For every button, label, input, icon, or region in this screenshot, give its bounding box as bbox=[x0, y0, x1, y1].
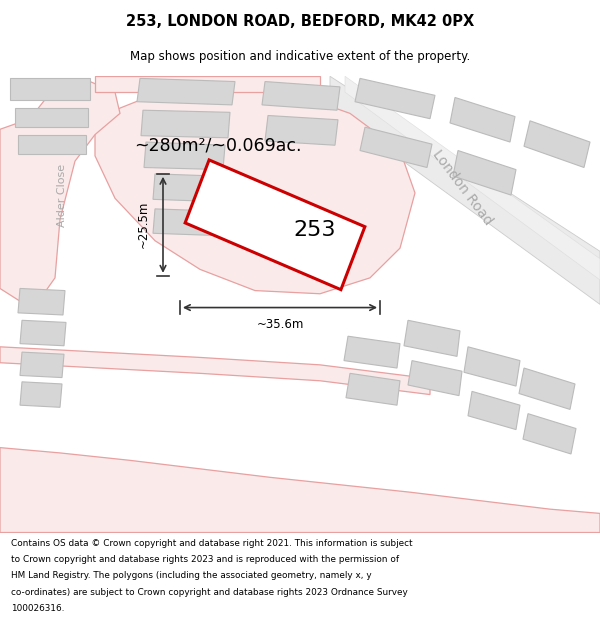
Polygon shape bbox=[20, 352, 64, 377]
Polygon shape bbox=[95, 76, 320, 92]
Polygon shape bbox=[524, 121, 590, 168]
Polygon shape bbox=[0, 81, 120, 301]
Polygon shape bbox=[450, 98, 515, 142]
Polygon shape bbox=[18, 134, 86, 154]
Polygon shape bbox=[0, 448, 600, 532]
Polygon shape bbox=[144, 142, 225, 169]
Polygon shape bbox=[346, 373, 400, 405]
Polygon shape bbox=[265, 116, 338, 145]
Polygon shape bbox=[464, 347, 520, 386]
Text: HM Land Registry. The polygons (including the associated geometry, namely x, y: HM Land Registry. The polygons (includin… bbox=[11, 571, 371, 581]
Polygon shape bbox=[453, 151, 516, 195]
Polygon shape bbox=[345, 76, 600, 280]
Polygon shape bbox=[185, 160, 365, 289]
Text: Map shows position and indicative extent of the property.: Map shows position and indicative extent… bbox=[130, 50, 470, 63]
Text: co-ordinates) are subject to Crown copyright and database rights 2023 Ordnance S: co-ordinates) are subject to Crown copyr… bbox=[11, 588, 407, 596]
Text: London Road: London Road bbox=[429, 148, 495, 228]
Polygon shape bbox=[18, 289, 65, 315]
Text: 253: 253 bbox=[294, 220, 336, 240]
Text: ~35.6m: ~35.6m bbox=[256, 318, 304, 331]
Polygon shape bbox=[0, 347, 430, 394]
Polygon shape bbox=[153, 209, 215, 236]
Polygon shape bbox=[355, 78, 435, 119]
Polygon shape bbox=[408, 361, 462, 396]
Polygon shape bbox=[360, 127, 432, 168]
Text: ~25.5m: ~25.5m bbox=[137, 201, 149, 249]
Polygon shape bbox=[137, 78, 235, 105]
Polygon shape bbox=[523, 414, 576, 454]
Polygon shape bbox=[220, 191, 282, 218]
Polygon shape bbox=[20, 320, 66, 346]
Text: to Crown copyright and database rights 2023 and is reproduced with the permissio: to Crown copyright and database rights 2… bbox=[11, 555, 399, 564]
Text: 100026316.: 100026316. bbox=[11, 604, 64, 612]
Polygon shape bbox=[519, 368, 575, 409]
Polygon shape bbox=[344, 336, 400, 368]
Polygon shape bbox=[153, 174, 215, 201]
Polygon shape bbox=[468, 391, 520, 429]
Polygon shape bbox=[15, 108, 88, 127]
Text: Alder Close: Alder Close bbox=[57, 164, 67, 227]
Text: Contains OS data © Crown copyright and database right 2021. This information is : Contains OS data © Crown copyright and d… bbox=[11, 539, 412, 548]
Polygon shape bbox=[330, 76, 600, 304]
Polygon shape bbox=[404, 320, 460, 356]
Polygon shape bbox=[262, 81, 340, 110]
Polygon shape bbox=[20, 382, 62, 408]
Polygon shape bbox=[95, 87, 415, 294]
Text: 253, LONDON ROAD, BEDFORD, MK42 0PX: 253, LONDON ROAD, BEDFORD, MK42 0PX bbox=[126, 14, 474, 29]
Text: ~280m²/~0.069ac.: ~280m²/~0.069ac. bbox=[134, 136, 302, 154]
Polygon shape bbox=[10, 78, 90, 99]
Polygon shape bbox=[141, 110, 230, 138]
